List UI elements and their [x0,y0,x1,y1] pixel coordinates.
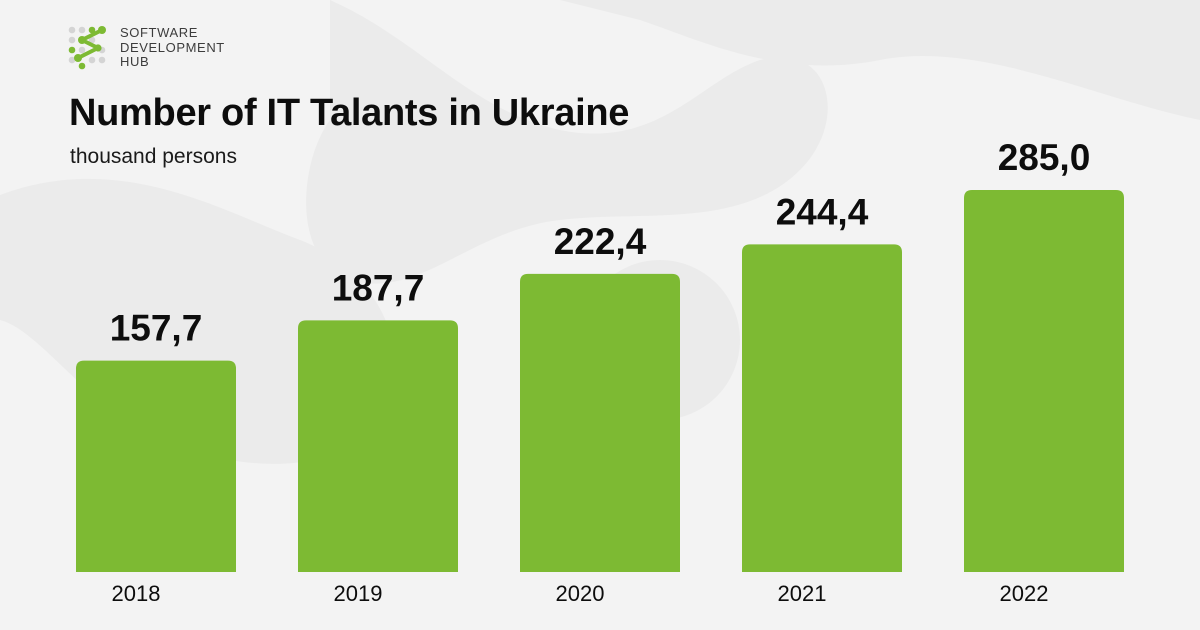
brand-logo: SOFTWARE DEVELOPMENT HUB [68,25,225,70]
brand-line-1: SOFTWARE [120,25,198,40]
brand-line-2: DEVELOPMENT [120,39,225,55]
bar-2022 [964,190,1124,572]
x-tick-label-2021: 2021 [778,581,827,606]
bar-2019 [298,320,458,572]
value-label-2022: 285,0 [998,137,1091,178]
x-tick-label-2022: 2022 [1000,581,1049,606]
bar-2020 [520,273,680,572]
brand-name: SOFTWARE DEVELOPMENT HUB [120,25,225,70]
bar-2018 [76,360,236,572]
value-label-2021: 244,4 [776,191,869,232]
x-tick-label-2019: 2019 [334,581,383,606]
sdh-network-logo-icon [68,26,106,70]
value-label-2018: 157,7 [110,308,203,349]
value-label-2020: 222,4 [554,221,647,262]
bar-2021 [742,244,902,572]
value-label-2019: 187,7 [332,267,425,308]
x-tick-label-2018: 2018 [112,581,161,606]
chart-title: Number of IT Talants in Ukraine [69,92,630,134]
x-tick-label-2020: 2020 [556,581,605,606]
brand-line-3: HUB [120,54,150,69]
chart-subtitle: thousand persons [70,145,237,168]
